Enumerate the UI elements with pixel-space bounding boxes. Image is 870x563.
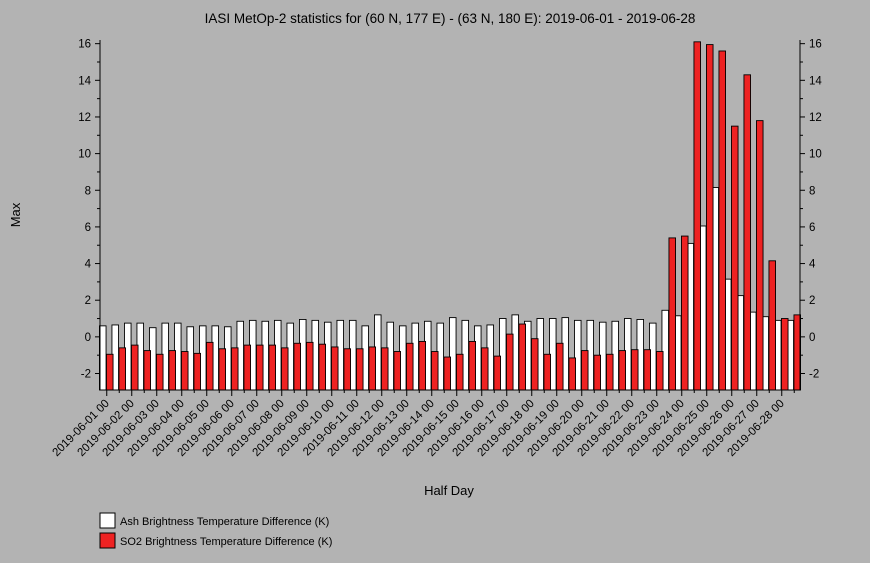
so2-bar: [593, 354, 602, 391]
y-tick-label-left: 4: [85, 259, 92, 271]
legend: Ash Brightness Temperature Difference (K…: [99, 512, 332, 549]
y-tick-label-left: 16: [78, 39, 91, 51]
so2-bar: [118, 347, 126, 391]
y-tick-label-right: 4: [809, 259, 816, 271]
so2-bar: [506, 333, 514, 391]
so2-bar: [756, 120, 764, 391]
so2-bar: [743, 74, 752, 391]
so2-bar: [656, 351, 664, 391]
so2-bar: [681, 235, 689, 391]
so2-bar: [718, 50, 727, 391]
y-tick-label-right: 10: [809, 149, 822, 161]
so2-bar: [556, 342, 564, 391]
so2-bar: [568, 357, 577, 391]
x-axis-label: Half Day: [424, 483, 474, 498]
so2-bar: [381, 347, 389, 391]
y-tick-label-right: 12: [809, 112, 822, 124]
so2-bar: [493, 355, 502, 391]
y-tick-label-left: 14: [78, 75, 91, 87]
so2-bar: [393, 351, 402, 391]
so2-bar: [643, 349, 652, 391]
y-tick-label-right: 16: [809, 39, 822, 51]
so2-bar: [193, 352, 201, 391]
so2-bar: [443, 356, 452, 391]
so2-bar: [418, 340, 427, 391]
so2-bar: [256, 344, 264, 391]
y-axis-label: Max: [8, 202, 23, 227]
so2-bar: [731, 125, 739, 391]
so2-bar: [543, 353, 552, 391]
so2-bar: [306, 341, 314, 391]
so2-bar: [230, 347, 239, 391]
so2-bar: [606, 353, 614, 391]
y-tick-label-right: 2: [809, 295, 815, 307]
chart-title: IASI MetOp-2 statistics for (60 N, 177 E…: [205, 11, 696, 26]
y-tick-label-right: -2: [809, 369, 819, 381]
so2-bar: [581, 350, 589, 391]
y-tick-label-left: 2: [85, 295, 91, 307]
so2-bar: [281, 347, 289, 391]
legend-label-ash: Ash Brightness Temperature Difference (K…: [120, 516, 329, 528]
y-tick-label-left: 0: [85, 332, 91, 344]
legend-swatch-ash: [99, 512, 116, 529]
so2-bar: [243, 344, 251, 391]
so2-bar: [331, 346, 339, 391]
y-tick-label-left: 12: [78, 112, 91, 124]
so2-bar: [105, 353, 114, 391]
so2-bar: [518, 323, 527, 391]
so2-bar: [368, 346, 377, 391]
so2-bar: [143, 350, 151, 391]
so2-bar: [431, 351, 439, 391]
so2-bar: [456, 353, 464, 391]
legend-swatch-so2: [99, 532, 116, 549]
legend-label-so2: SO2 Brightness Temperature Difference (K…: [120, 536, 332, 548]
so2-bar: [631, 349, 639, 391]
y-tick-label-right: 8: [809, 185, 815, 197]
so2-bar: [343, 348, 352, 391]
so2-bar: [481, 347, 489, 391]
so2-bar: [293, 342, 302, 391]
y-tick-label-left: 10: [78, 149, 91, 161]
y-tick-label-right: 14: [809, 75, 822, 87]
so2-bar: [468, 340, 477, 391]
so2-bar: [130, 344, 139, 391]
so2-bar: [356, 348, 364, 391]
so2-bar: [406, 342, 414, 391]
so2-bar: [668, 237, 677, 391]
y-tick-label-right: 0: [809, 332, 815, 344]
so2-bar: [155, 353, 164, 391]
so2-bar: [218, 348, 226, 391]
so2-bar: [205, 341, 214, 391]
so2-bar: [768, 260, 777, 391]
so2-bar: [318, 343, 327, 391]
so2-bar: [268, 344, 277, 391]
y-tick-label-left: -2: [81, 369, 91, 381]
so2-bar: [693, 41, 702, 391]
so2-bar: [781, 318, 789, 391]
so2-bar: [618, 350, 627, 391]
y-tick-label-left: 8: [85, 185, 91, 197]
y-tick-label-right: 6: [809, 222, 815, 234]
so2-bar: [180, 351, 189, 391]
y-tick-label-left: 6: [85, 222, 91, 234]
so2-bar: [706, 44, 714, 391]
so2-bar: [168, 350, 176, 391]
so2-bar: [531, 338, 539, 391]
